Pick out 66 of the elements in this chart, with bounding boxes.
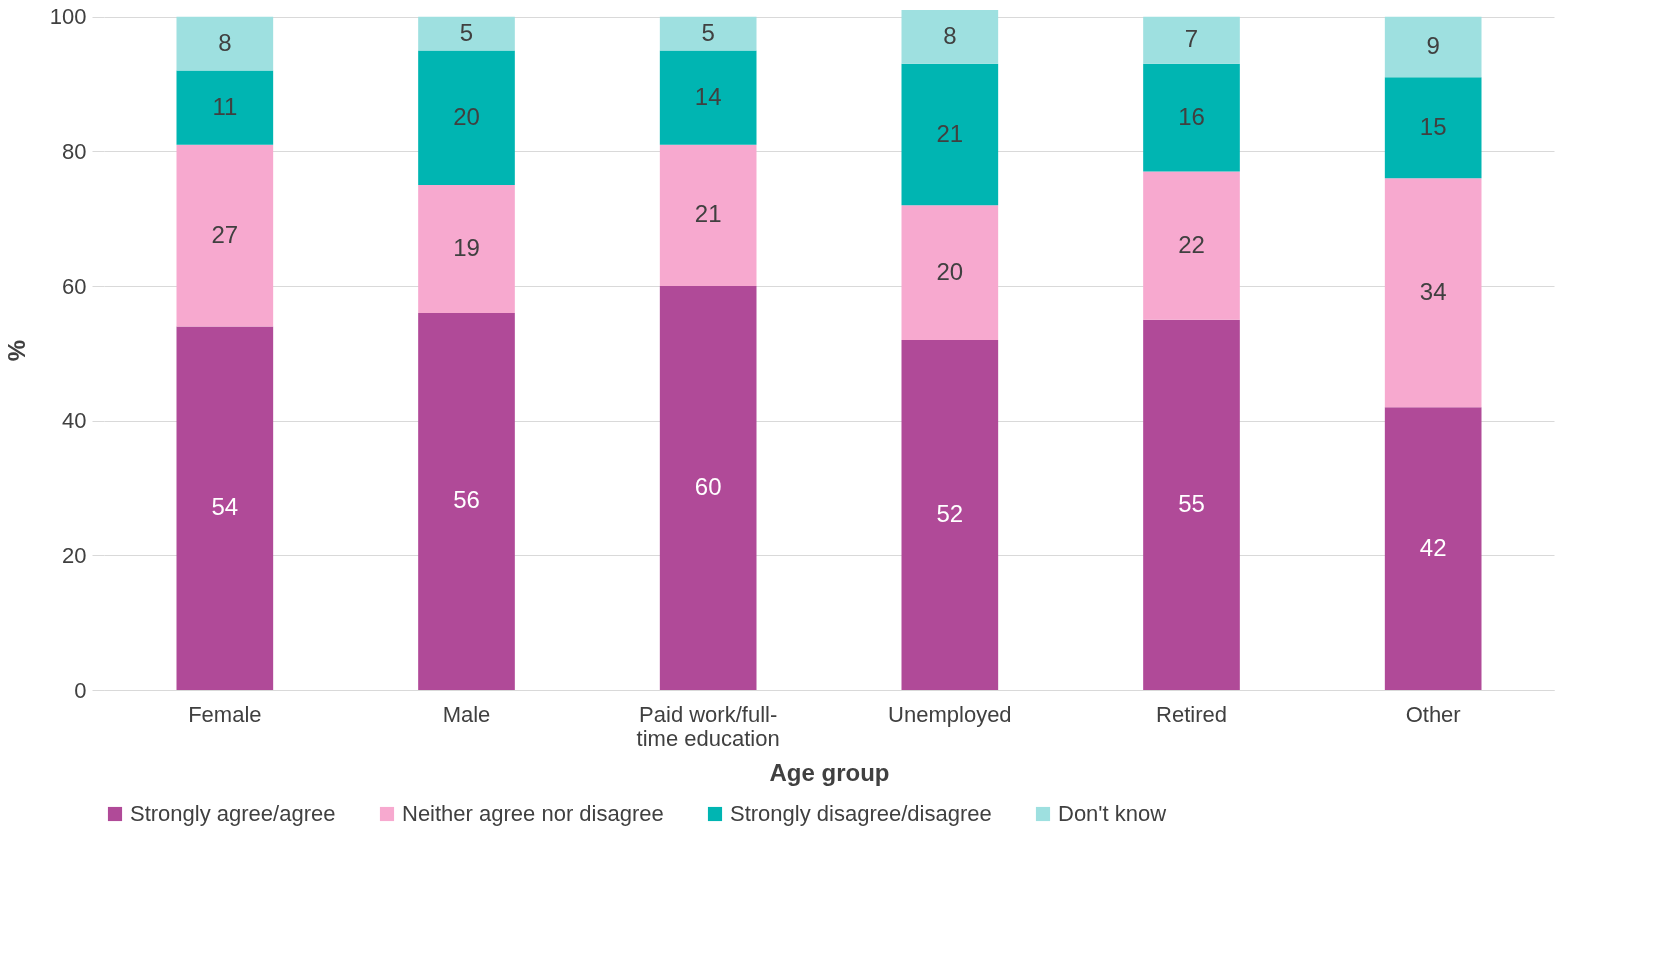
bar: [418, 16, 515, 51]
bar: [901, 10, 999, 64]
data-label: 5: [701, 18, 715, 46]
bar: [176, 144, 274, 327]
bar: [1384, 77, 1482, 179]
y-tick-label: 60: [62, 273, 87, 299]
data-label: 22: [1178, 230, 1205, 258]
legend-label: Neither agree nor disagree: [402, 801, 664, 826]
data-label: 5: [459, 18, 474, 46]
data-label: 8: [218, 28, 232, 56]
bar: [901, 63, 999, 206]
x-axis-title: Age group: [769, 758, 890, 786]
bar: [418, 50, 515, 186]
data-label: 15: [1419, 112, 1447, 140]
y-tick-label: 100: [49, 4, 87, 30]
data-label: 56: [453, 486, 480, 514]
data-label: 34: [1419, 277, 1447, 305]
data-label: 42: [1419, 533, 1447, 561]
y-tick-label: 20: [62, 542, 87, 568]
bar: [418, 185, 515, 313]
data-label: 20: [936, 257, 964, 285]
data-label: 14: [694, 82, 722, 110]
y-tick-label: 0: [74, 677, 87, 703]
data-label: 27: [211, 220, 239, 248]
bar: [1143, 319, 1240, 690]
bar: [1143, 63, 1240, 172]
data-label: 20: [453, 102, 480, 130]
data-label: 7: [1184, 25, 1199, 53]
bar: [901, 339, 999, 690]
bar: [1143, 16, 1240, 64]
x-tick-label: Unemployed: [888, 701, 1012, 727]
data-label: 60: [694, 473, 722, 501]
data-label: 11: [212, 92, 238, 120]
data-label: 55: [1178, 489, 1205, 517]
y-tick-label: 80: [62, 138, 87, 164]
legend-label: Don't know: [1058, 801, 1167, 826]
bar: [659, 16, 757, 51]
bar: [659, 50, 757, 145]
data-label: 21: [694, 200, 722, 228]
x-tick-label: Retired: [1156, 701, 1227, 727]
bar: [1384, 16, 1482, 78]
bar: [1143, 171, 1240, 320]
bar: [176, 70, 274, 145]
data-label: 21: [936, 119, 964, 147]
data-label: 52: [936, 499, 964, 527]
bar: [1384, 178, 1482, 408]
legend-label: Strongly agree/agree: [130, 801, 336, 826]
bar: [659, 144, 757, 287]
bar: [901, 205, 999, 340]
bar: [659, 286, 757, 690]
data-label: 8: [943, 21, 957, 49]
data-label: 19: [453, 234, 480, 262]
data-label: 9: [1426, 32, 1440, 60]
data-label: 16: [1178, 102, 1205, 130]
x-tick-label: Male: [442, 701, 491, 727]
y-axis-title: %: [2, 339, 30, 362]
x-tick-label: Other: [1405, 701, 1461, 727]
legend-label: Strongly disagree/disagree: [730, 801, 992, 826]
bar: [176, 326, 274, 690]
bar: [1384, 407, 1482, 690]
x-tick-label: Female: [188, 701, 262, 727]
bar: [176, 16, 274, 71]
data-label: 54: [211, 493, 239, 521]
bar: [418, 312, 515, 690]
y-tick-label: 40: [62, 408, 87, 434]
x-tick-label: Paid work/full-time education: [636, 701, 780, 751]
